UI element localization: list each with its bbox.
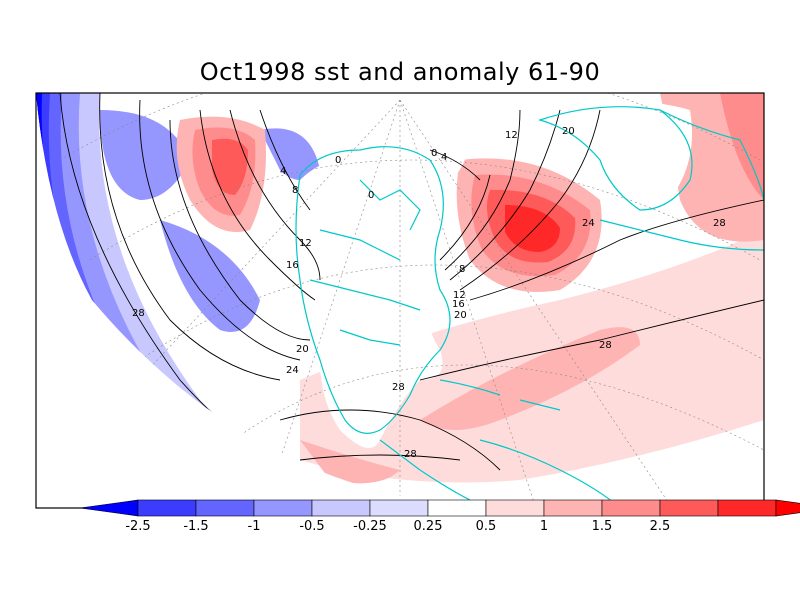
contour-label: 0: [431, 148, 437, 159]
contour-label: 28: [404, 449, 417, 460]
colorbar-tick-label: -1: [248, 519, 261, 534]
colorbar-segment: [485, 499, 545, 517]
colorbar-tick-label: 0.25: [414, 519, 443, 534]
graticule: [59, 93, 764, 508]
colorbar-segment: [311, 499, 371, 517]
colorbar-tick-label: -0.5: [299, 519, 324, 534]
colorbar-tick-label: 1.5: [592, 519, 613, 534]
colorbar-segment: [601, 499, 661, 517]
contour-label: 24: [286, 365, 299, 376]
colorbar-segment: [543, 499, 603, 517]
contour-label: 16: [286, 260, 299, 271]
contour-label: 28: [713, 218, 726, 229]
contour-label: 0: [368, 190, 374, 201]
contour-label: 12: [505, 130, 518, 141]
contour-labels: 28 28 28 28 28 24 24 20 20 16 16 12 12 1…: [132, 126, 726, 460]
land-mask: [295, 98, 692, 448]
contour-label: 8: [292, 185, 298, 196]
colorbar-tick-label: -0.25: [353, 519, 387, 534]
contour-label: 28: [392, 382, 405, 393]
colorbar-segment: [195, 499, 255, 517]
contour-label: 12: [453, 290, 466, 301]
colorbar-tick-label: -2.5: [125, 519, 150, 534]
colorbar-segment: [369, 499, 429, 517]
colorbar-segment: [659, 499, 719, 517]
contour-label: 20: [454, 310, 467, 321]
contour-label: 20: [562, 126, 575, 137]
coastlines: [295, 106, 764, 508]
colorbar-arrow-left: [79, 499, 139, 517]
colorbar: -2.5 -1.5 -1 -0.5 -0.25 0.25 0.5 1 1.5 2.5: [79, 499, 800, 534]
contour-label: 4: [441, 152, 447, 163]
sst-contours: [59, 93, 764, 506]
colorbar-segment: [427, 499, 487, 517]
contour-label: 16: [452, 299, 465, 310]
colorbar-tick-label: 0.5: [476, 519, 497, 534]
map-title: Oct1998 sst and anomaly 61-90: [199, 58, 601, 86]
contour-label: 24: [582, 218, 595, 229]
colorbar-arrow-right: [775, 499, 800, 517]
colorbar-segment: [717, 499, 777, 517]
contour-label: 28: [599, 340, 612, 351]
contour-label: 8: [459, 264, 465, 275]
contour-label: 0: [335, 155, 341, 166]
colorbar-tick-label: -1.5: [183, 519, 208, 534]
contour-label: 12: [299, 238, 312, 249]
colorbar-segment: [137, 499, 197, 517]
colorbar-segment: [253, 499, 313, 517]
colorbar-tick-label: 1: [540, 519, 548, 534]
colorbar-tick-label: 2.5: [650, 519, 671, 534]
contour-label: 20: [296, 344, 309, 355]
contour-label: 4: [280, 166, 286, 177]
contour-label: 28: [132, 308, 145, 319]
